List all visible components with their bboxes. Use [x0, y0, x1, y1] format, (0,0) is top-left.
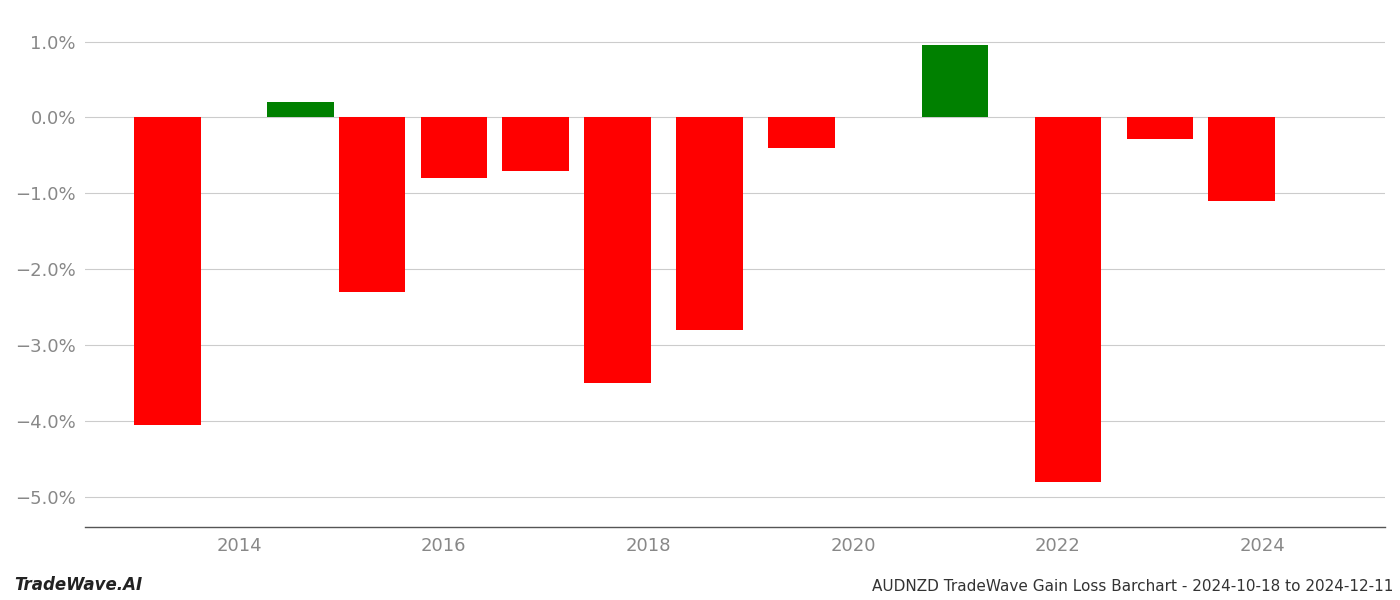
Text: TradeWave.AI: TradeWave.AI: [14, 576, 143, 594]
Bar: [923, 46, 988, 118]
Bar: [1208, 118, 1275, 201]
Bar: [1035, 118, 1100, 482]
Bar: [1127, 118, 1193, 139]
Bar: [420, 118, 487, 178]
Text: AUDNZD TradeWave Gain Loss Barchart - 2024-10-18 to 2024-12-11: AUDNZD TradeWave Gain Loss Barchart - 20…: [872, 579, 1393, 594]
Bar: [676, 118, 743, 330]
Bar: [134, 118, 200, 425]
Bar: [267, 102, 333, 118]
Bar: [503, 118, 568, 170]
Bar: [339, 118, 405, 292]
Bar: [584, 118, 651, 383]
Bar: [769, 118, 834, 148]
